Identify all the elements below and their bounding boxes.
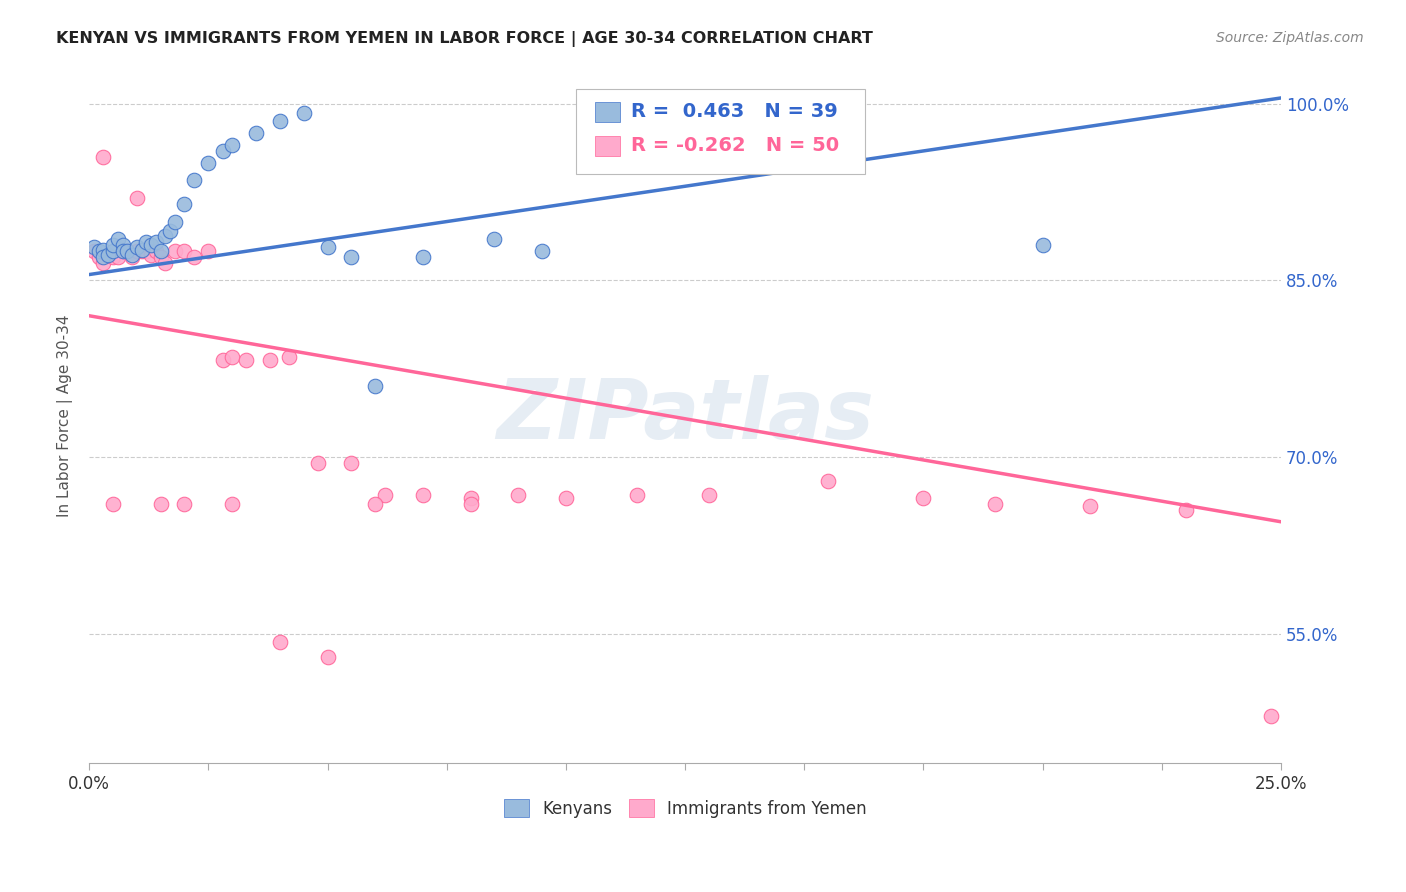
Point bbox=[984, 497, 1007, 511]
Point bbox=[131, 243, 153, 257]
Point bbox=[307, 456, 329, 470]
Point bbox=[259, 353, 281, 368]
Point bbox=[183, 173, 205, 187]
Point bbox=[364, 379, 387, 393]
Point bbox=[221, 350, 243, 364]
Point bbox=[316, 240, 339, 254]
Point bbox=[163, 244, 186, 258]
Point bbox=[145, 235, 167, 249]
Point bbox=[1260, 709, 1282, 723]
Point bbox=[197, 155, 219, 169]
Point bbox=[412, 250, 434, 264]
Point bbox=[83, 240, 105, 254]
Point bbox=[211, 353, 233, 368]
Point bbox=[235, 353, 257, 368]
Point bbox=[221, 138, 243, 153]
Point bbox=[83, 244, 105, 258]
Point bbox=[460, 497, 482, 511]
Point bbox=[111, 244, 134, 258]
Point bbox=[139, 247, 162, 261]
Point bbox=[374, 488, 396, 502]
Point bbox=[125, 244, 148, 258]
Point bbox=[163, 214, 186, 228]
Point bbox=[364, 497, 387, 511]
Point bbox=[149, 250, 172, 264]
Point bbox=[173, 244, 195, 258]
Point bbox=[101, 238, 124, 252]
Point bbox=[145, 244, 167, 258]
Point bbox=[93, 243, 115, 257]
Point bbox=[101, 250, 124, 264]
Point bbox=[149, 244, 172, 258]
Point bbox=[697, 105, 720, 120]
Point bbox=[554, 491, 576, 506]
Point bbox=[578, 144, 600, 158]
Point bbox=[121, 250, 143, 264]
Point bbox=[159, 224, 181, 238]
Point bbox=[93, 250, 115, 264]
Point bbox=[221, 497, 243, 511]
Point bbox=[139, 238, 162, 252]
Point bbox=[912, 491, 935, 506]
Point bbox=[111, 238, 134, 252]
Point bbox=[93, 256, 115, 270]
Point bbox=[131, 244, 153, 258]
Point bbox=[211, 144, 233, 158]
Text: Source: ZipAtlas.com: Source: ZipAtlas.com bbox=[1216, 31, 1364, 45]
Point bbox=[531, 244, 554, 258]
Point bbox=[412, 488, 434, 502]
Point bbox=[1078, 500, 1101, 514]
Point bbox=[1032, 238, 1054, 252]
Point bbox=[484, 232, 506, 246]
Text: R = -0.262   N = 50: R = -0.262 N = 50 bbox=[631, 136, 839, 155]
Point bbox=[269, 635, 291, 649]
Point bbox=[87, 250, 110, 264]
Point bbox=[117, 244, 139, 258]
Point bbox=[155, 256, 177, 270]
Legend: Kenyans, Immigrants from Yemen: Kenyans, Immigrants from Yemen bbox=[496, 793, 873, 824]
Point bbox=[93, 150, 115, 164]
Point bbox=[135, 244, 157, 258]
Point bbox=[340, 456, 363, 470]
Point bbox=[107, 232, 129, 246]
Point bbox=[125, 191, 148, 205]
Point bbox=[125, 240, 148, 254]
Point bbox=[316, 650, 339, 665]
Point bbox=[173, 197, 195, 211]
Point bbox=[626, 488, 648, 502]
Point bbox=[278, 350, 301, 364]
Point bbox=[697, 488, 720, 502]
Text: KENYAN VS IMMIGRANTS FROM YEMEN IN LABOR FORCE | AGE 30-34 CORRELATION CHART: KENYAN VS IMMIGRANTS FROM YEMEN IN LABOR… bbox=[56, 31, 873, 47]
Point bbox=[155, 228, 177, 243]
Point bbox=[173, 497, 195, 511]
Point bbox=[97, 247, 120, 261]
Point bbox=[292, 106, 315, 120]
Point bbox=[1174, 503, 1197, 517]
Point bbox=[340, 250, 363, 264]
Point bbox=[508, 488, 530, 502]
Point bbox=[121, 247, 143, 261]
Point bbox=[107, 250, 129, 264]
Point bbox=[149, 497, 172, 511]
Y-axis label: In Labor Force | Age 30-34: In Labor Force | Age 30-34 bbox=[58, 315, 73, 517]
Point bbox=[111, 244, 134, 258]
Point bbox=[817, 474, 839, 488]
Point bbox=[197, 244, 219, 258]
Point bbox=[101, 497, 124, 511]
Point bbox=[245, 126, 267, 140]
Point bbox=[460, 491, 482, 506]
Point bbox=[97, 247, 120, 261]
Point bbox=[269, 114, 291, 128]
Point bbox=[101, 244, 124, 258]
Text: R =  0.463   N = 39: R = 0.463 N = 39 bbox=[631, 102, 838, 121]
Point bbox=[135, 235, 157, 249]
Text: ZIPatlas: ZIPatlas bbox=[496, 376, 875, 457]
Point bbox=[183, 250, 205, 264]
Point bbox=[87, 244, 110, 258]
Point bbox=[117, 244, 139, 258]
Point bbox=[841, 99, 863, 113]
